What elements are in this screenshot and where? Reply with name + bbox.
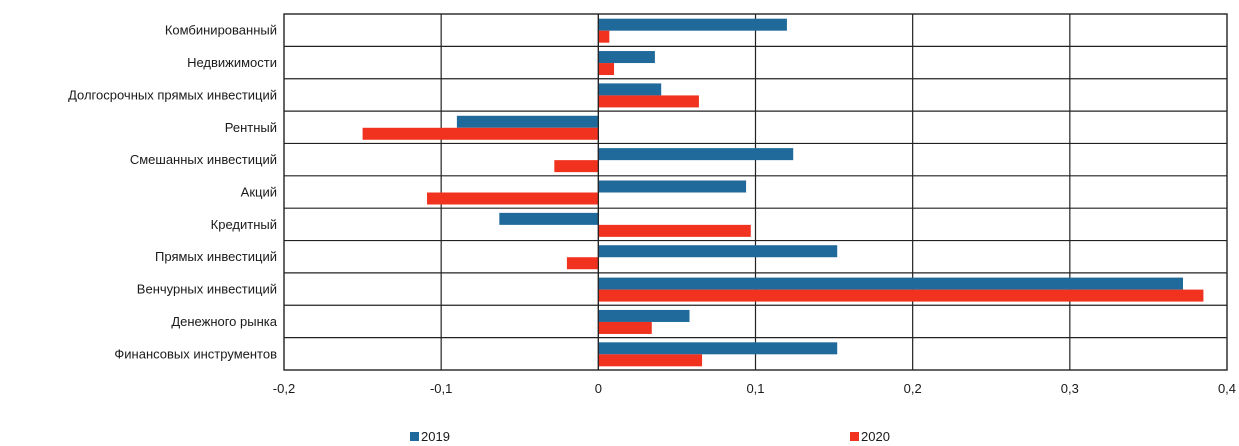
x-tick-label: -0,1 <box>430 381 452 396</box>
bar-2019-8 <box>598 245 838 258</box>
bar-2019-1 <box>598 18 787 31</box>
legend-label-2020: 2020 <box>861 429 890 444</box>
x-axis-ticks: -0,2 -0,1 0 0,1 0,2 0,3 0,4 <box>273 381 1236 396</box>
bar-2020-8 <box>566 257 599 270</box>
x-tick-label: 0,3 <box>1061 381 1079 396</box>
legend-label-2019: 2019 <box>421 429 450 444</box>
bar-2019-7 <box>499 212 599 225</box>
category-label: Кредитный <box>211 217 277 232</box>
category-label: Финансовых инструментов <box>114 346 277 361</box>
bar-2020-6 <box>427 192 599 205</box>
x-tick-label: 0,2 <box>904 381 922 396</box>
x-tick-label: 0,1 <box>746 381 764 396</box>
category-label: Рентный <box>225 120 277 135</box>
legend-swatch-2019 <box>410 432 419 441</box>
bar-2020-9 <box>598 289 1204 302</box>
category-label: Прямых инвестиций <box>155 249 277 264</box>
category-label: Недвижимости <box>187 55 277 70</box>
x-tick-label: -0,2 <box>273 381 295 396</box>
category-label: Венчурных инвестиций <box>137 282 277 297</box>
category-labels: Комбинированный Недвижимости Долгосрочных … <box>68 23 278 362</box>
x-tick-label: 0 <box>595 381 602 396</box>
bar-2019-2 <box>598 51 655 64</box>
bar-2019-4 <box>456 115 599 128</box>
bar-2020-2 <box>598 63 615 76</box>
bar-2020-10 <box>598 321 652 334</box>
bar-2019-11 <box>598 342 838 355</box>
legend: 2019 2020 <box>410 429 890 444</box>
category-label: Акций <box>241 185 277 200</box>
bar-2019-10 <box>598 309 690 322</box>
bar-2019-3 <box>598 83 662 96</box>
bar-2019-9 <box>598 277 1183 290</box>
bar-layer <box>362 14 1204 370</box>
category-label: Денежного рынка <box>171 314 277 329</box>
bar-2020-7 <box>598 224 751 237</box>
bar-2020-4 <box>362 127 599 140</box>
bar-2019-6 <box>598 180 747 193</box>
bar-2020-5 <box>554 160 599 173</box>
bar-2019-5 <box>598 148 794 161</box>
x-tick-label: 0,4 <box>1218 381 1236 396</box>
category-label: Комбинированный <box>165 23 277 38</box>
category-label: Смешанных инвестиций <box>130 152 277 167</box>
legend-swatch-2020 <box>850 432 859 441</box>
bar-2020-11 <box>598 354 703 367</box>
bar-2020-3 <box>598 95 699 108</box>
grid-layer <box>283 13 1228 371</box>
category-label: Долгосрочных прямых инвестиций <box>68 87 277 102</box>
bar-2020-1 <box>598 30 610 43</box>
